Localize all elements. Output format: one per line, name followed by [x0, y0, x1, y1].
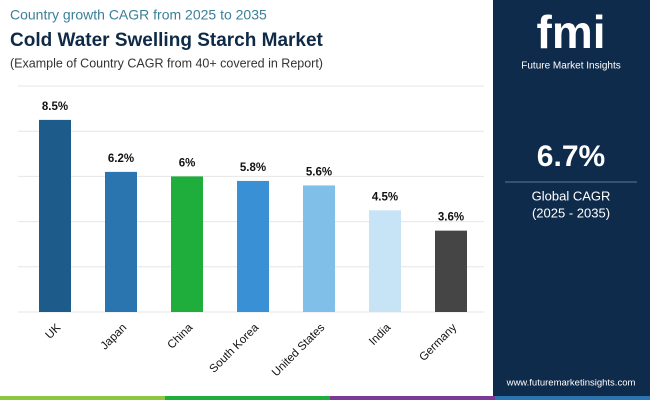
value-label: 6%	[179, 157, 196, 169]
bar	[171, 176, 203, 312]
footer-strip	[165, 396, 330, 400]
value-label: 8.5%	[42, 101, 68, 113]
bar	[39, 119, 71, 313]
global-value: 6.7%	[537, 140, 605, 173]
value-label: 5.6%	[306, 166, 332, 178]
value-label: 5.8%	[240, 162, 266, 174]
logo: fmi	[537, 6, 606, 58]
footer-strip	[0, 396, 165, 400]
value-label: 6.2%	[108, 153, 134, 165]
sidebar	[493, 0, 650, 396]
value-label: 4.5%	[372, 191, 398, 203]
bar	[435, 230, 467, 312]
global-label: Global CAGR	[532, 188, 611, 203]
brand: Future Market Insights	[521, 61, 620, 72]
website: www.futuremarketinsights.com	[506, 378, 636, 389]
bar	[369, 210, 401, 312]
value-label: 3.6%	[438, 212, 464, 224]
global-period: (2025 - 2035)	[532, 205, 610, 220]
footer-strip	[330, 396, 495, 400]
bar	[303, 185, 335, 312]
bar	[105, 171, 137, 312]
bar	[237, 180, 269, 312]
footer-strip	[495, 396, 650, 400]
chart-subtitle: (Example of Country CAGR from 40+ covere…	[10, 56, 323, 70]
chart-supertitle: Country growth CAGR from 2025 to 2035	[10, 7, 267, 23]
chart-title: Cold Water Swelling Starch Market	[10, 30, 324, 51]
